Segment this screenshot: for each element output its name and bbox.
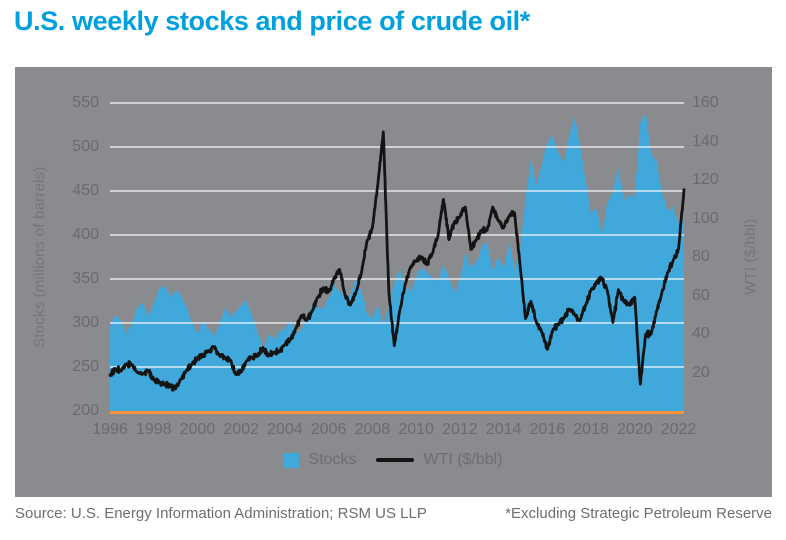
legend-label-stocks: Stocks [308,451,357,468]
footnote-text: *Excluding Strategic Petroleum Reserve [505,505,772,522]
x-axis-tick-label: 2012 [442,421,478,438]
x-axis-tick-label: 2006 [310,421,347,438]
source-text: Source: U.S. Energy Information Administ… [15,505,427,522]
left-axis-title: Stocks (millions of barrels) [31,166,48,348]
plot-area [108,102,686,411]
chart-panel: Stocks (millions of barrels) WTI ($/bbl)… [15,67,772,497]
left-axis-tick-label: 400 [72,226,99,243]
left-axis-tick-label: 550 [72,94,99,111]
page-title: U.S. weekly stocks and price of crude oi… [14,6,530,36]
x-axis-tick-label: 2022 [660,421,697,438]
right-axis-tick-label: 120 [692,171,719,188]
x-axis-tick-label: 2000 [179,421,216,438]
left-axis-tick-label: 300 [72,314,99,331]
x-axis-tick-label: 2010 [398,421,434,438]
x-axis-tick-label: 1998 [135,421,172,438]
x-axis-tick-label: 2014 [485,421,522,438]
stocks-area-swatch-icon [284,452,300,468]
left-axis-tick-label: 350 [72,270,99,287]
right-axis-tick-label: 100 [692,209,719,227]
plot-svg [108,102,686,411]
x-axis-tick-label: 2004 [267,421,303,438]
right-axis-tick-label: 20 [692,363,710,381]
x-axis-tick-label: 2002 [223,421,259,438]
right-axis-tick-label: 40 [692,325,710,342]
stocks-area-path [110,113,684,411]
left-axis-tick-label: 450 [72,182,99,199]
x-axis-tick-label: 1996 [92,421,128,438]
left-axis-tick-label: 250 [72,358,99,375]
legend-item-wti: WTI ($/bbl) [376,451,503,469]
left-axis-tick-label: 500 [72,138,99,155]
right-axis-title: WTI ($/bbl) [742,218,759,296]
right-axis-tick-label: 160 [692,94,719,111]
x-axis-tick-label: 2008 [354,421,391,438]
right-axis-tick-label: 140 [692,132,719,150]
left-axis-tick-label: 200 [72,402,99,419]
x-axis-tick-label: 2016 [529,421,566,438]
legend: Stocks WTI ($/bbl) [15,451,772,469]
right-axis-tick-label: 80 [692,248,710,265]
legend-label-wti: WTI ($/bbl) [423,451,503,468]
legend-item-stocks: Stocks [284,451,356,469]
wti-line-swatch-icon [376,458,415,462]
x-axis-tick-label: 2018 [573,421,609,438]
right-axis-tick-label: 60 [692,286,710,304]
wti-line-path [108,130,686,392]
x-axis-tick-label: 2020 [617,421,653,438]
plot-baseline-orange [110,411,684,414]
